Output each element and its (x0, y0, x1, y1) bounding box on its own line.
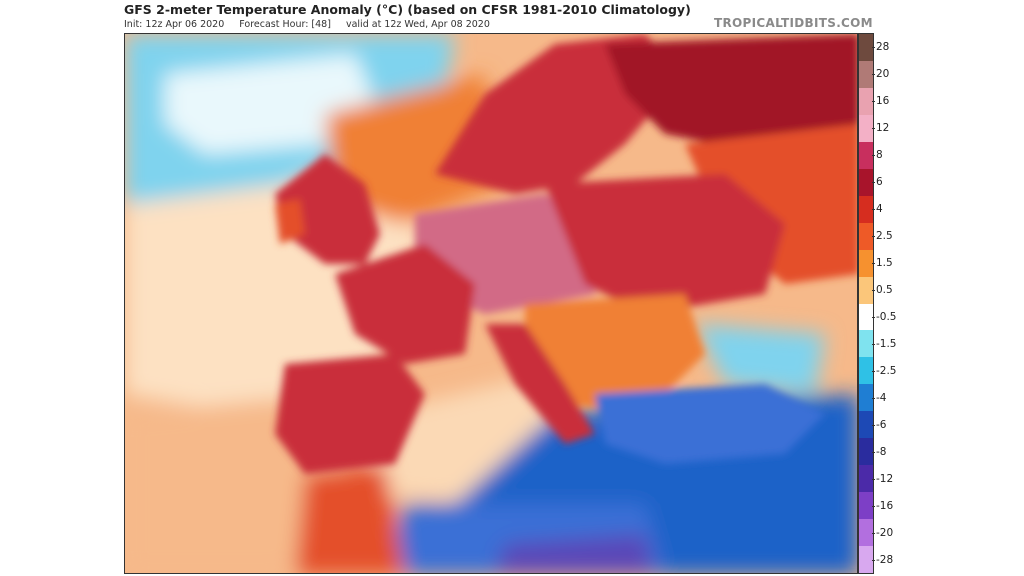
colorbar-segment (859, 141, 873, 170)
black-sea (695, 324, 825, 394)
colorbar-tick-label: -28 (871, 553, 894, 566)
colorbar-segment (859, 195, 873, 224)
map-title: GFS 2-meter Temperature Anomaly (°C) (ba… (124, 2, 691, 17)
italy (485, 324, 595, 444)
init-time: Init: 12z Apr 06 2020 (124, 19, 225, 30)
colorbar-segment (859, 546, 873, 574)
colorbar-tick-label: 6 (872, 176, 883, 189)
source-brand: TROPICALTIDBITS.COM (714, 16, 873, 30)
map-subtitle: Init: 12z Apr 06 2020 Forecast Hour: [48… (124, 19, 502, 30)
colorbar-tick-label: 16 (871, 95, 890, 108)
colorbar-segment (859, 438, 873, 466)
colorbar-segment (859, 411, 873, 439)
colorbar-tick-label: -16 (871, 499, 894, 512)
ireland (275, 199, 305, 244)
colorbar-segment (859, 34, 873, 62)
colorbar-segment (859, 249, 873, 278)
colorbar-segment (859, 492, 873, 520)
colorbar-tick-label: 28 (871, 41, 890, 54)
iberia (275, 354, 425, 474)
colorbar-segment (859, 60, 873, 89)
colorbar-tick-label: -8 (871, 445, 887, 458)
colorbar-tick-label: 1.5 (872, 257, 893, 270)
colorbar-labels: 28 20 16 12 8 6 4 2.5 1.5 0.5 -0.5 -1.5 -2.5 -4 -6 -8 -1… (871, 33, 916, 574)
colorbar-tick-label: -1.5 (872, 337, 897, 350)
forecast-hour: Forecast Hour: [48] (239, 19, 331, 30)
morocco (295, 464, 405, 573)
colorbar-tick-label: -20 (871, 526, 894, 539)
colorbar-tick-label: -2.5 (872, 364, 897, 377)
colorbar (858, 33, 874, 574)
colorbar-segment (859, 222, 873, 251)
colorbar-tick-label: 8 (872, 149, 883, 162)
colorbar-tick-label: -4 (871, 391, 887, 404)
colorbar-segment (859, 465, 873, 493)
north-sea (325, 74, 505, 224)
colorbar-segment (859, 114, 873, 143)
colorbar-tick-label: 20 (871, 68, 890, 81)
eastern-europe (545, 174, 785, 314)
north-africa-purple (495, 534, 655, 573)
colorbar-tick-label: -6 (871, 418, 887, 431)
valid-time: valid at 12z Wed, Apr 08 2020 (345, 19, 490, 30)
colorbar-tick-label: 12 (871, 122, 890, 135)
greece-turkey (595, 384, 825, 464)
colorbar-segment (859, 303, 873, 331)
colorbar-segment (859, 87, 873, 116)
colorbar-segment (859, 357, 873, 385)
colorbar-tick-label: -12 (871, 472, 894, 485)
map-canvas (125, 34, 857, 573)
russia-east (685, 124, 857, 284)
colorbar-segment (859, 276, 873, 304)
british-isles (275, 154, 380, 264)
colorbar-tick-label: 0.5 (872, 284, 893, 297)
france (335, 244, 475, 364)
finland-russia (605, 34, 857, 154)
colorbar-segment (859, 330, 873, 358)
colorbar-segment (859, 168, 873, 197)
colorbar-tick-label: -0.5 (872, 310, 897, 323)
arctic-ice (165, 54, 375, 154)
colorbar-tick-label: 2.5 (872, 230, 893, 243)
colorbar-segment (859, 519, 873, 547)
colorbar-segment (859, 384, 873, 412)
anomaly-map (124, 33, 858, 574)
colorbar-tick-label: 4 (872, 203, 883, 216)
balkans (525, 294, 705, 414)
